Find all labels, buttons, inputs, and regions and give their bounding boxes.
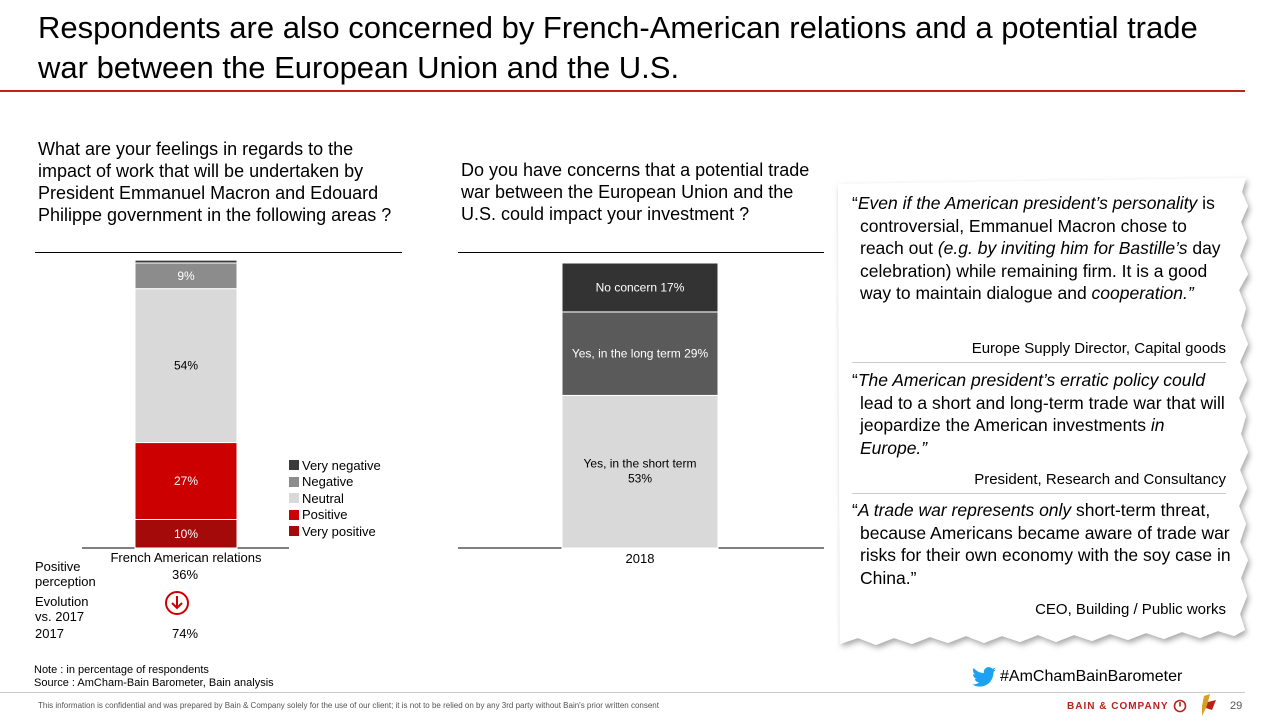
bar-segment-very-positive	[134, 519, 238, 549]
quote-2-text: lead to a short and long-term trade war …	[860, 392, 1225, 436]
quote-divider-2	[852, 493, 1226, 494]
quote-1: “Even if the American president’s person…	[852, 192, 1232, 305]
left-question: What are your feelings in regards to the…	[38, 139, 392, 225]
amcham-logo-icon	[1196, 692, 1222, 723]
bar-segment-yes-in-the-long-term	[561, 311, 719, 396]
source-text: Source : AmCham-Bain Barometer, Bain ana…	[34, 677, 274, 689]
legend-swatch	[289, 509, 299, 520]
evolution-label: Evolution vs. 2017	[35, 594, 89, 624]
hashtag[interactable]: #AmChamBainBarometer	[1000, 668, 1183, 685]
quotes-panel	[838, 178, 1253, 648]
legend-swatch	[289, 526, 299, 537]
quote-3: “A trade war represents only short-term …	[852, 499, 1232, 589]
quote-1-italic-3: cooperation.”	[1091, 283, 1194, 303]
year-2017-label: 2017	[35, 626, 64, 641]
page-number: 29	[1230, 700, 1243, 712]
legend-item-positive: Positive	[289, 507, 381, 524]
legend-swatch	[289, 460, 299, 471]
disclaimer: This information is confidential and was…	[38, 701, 659, 710]
page-title: Respondents are also concerned by French…	[38, 10, 1198, 85]
quote-1-open: “	[852, 193, 858, 213]
quote-3-attribution: CEO, Building / Public works	[1035, 601, 1226, 618]
quote-2-italic-2: in Europe.”	[860, 415, 1165, 458]
bar-segment-very-negative	[134, 259, 238, 264]
legend-label: Very negative	[302, 457, 381, 473]
quote-3-italic: A trade war represents only	[857, 500, 1072, 520]
bar-segment-negative	[134, 262, 238, 290]
legend-item-negative: Negative	[289, 474, 381, 491]
quote-1-text-2: day celebration) while remaining firm. I…	[860, 238, 1221, 303]
bar-label-neutral: 54%	[174, 359, 198, 373]
bar-label-positive: 27%	[174, 474, 198, 488]
quote-3-text: short-term threat, because Americans bec…	[860, 500, 1231, 588]
quote-2-attribution: President, Research and Consultancy	[974, 471, 1226, 488]
quote-2: “The American president’s erratic policy…	[852, 369, 1232, 459]
legend-label: Neutral	[302, 490, 344, 506]
right-question-rule	[458, 252, 824, 253]
legend-label: Very positive	[302, 523, 376, 539]
legend-swatch	[289, 493, 299, 504]
bain-logo-icon	[1173, 699, 1187, 718]
down-arrow-circle-icon	[164, 590, 190, 621]
left-chart-legend: Very negative Negative Neutral Positive Very…	[289, 457, 381, 540]
legend-item-very-negative: Very negative	[289, 457, 381, 474]
footnote: Note : in percentage of respondents Sour…	[34, 664, 274, 690]
positive-perception-value: 36%	[171, 567, 199, 582]
bar-label-yes-in-the-short-term-line-1: Yes, in the short term	[584, 456, 697, 470]
year-2017-value: 74%	[171, 626, 199, 641]
bar-label-no-concern: No concern 17%	[596, 280, 685, 294]
right-chart-category-label: 2018	[626, 551, 655, 566]
quote-3-open: “	[852, 500, 858, 520]
quote-1-italic-2: (e.g. by inviting him for Bastille’s	[937, 238, 1188, 258]
quote-2-open: “	[852, 370, 858, 390]
legend-swatch	[289, 476, 299, 487]
twitter-bird-icon[interactable]	[972, 667, 996, 692]
bar-segment-no-concern	[561, 262, 719, 313]
bar-label-very-positive: 10%	[174, 527, 198, 541]
quote-1-italic: Even if the American president’s persona…	[857, 193, 1198, 213]
left-question-rule	[35, 252, 402, 253]
bar-segment-neutral	[134, 288, 238, 444]
legend-item-neutral: Neutral	[289, 490, 381, 507]
bar-label-yes-in-the-long-term: Yes, in the long term 29%	[572, 347, 709, 361]
positive-perception-label: Positive perception	[35, 559, 96, 589]
legend-label: Positive	[302, 507, 348, 523]
legend-label: Negative	[302, 474, 354, 490]
bar-label-yes-in-the-short-term-line-2: 53%	[628, 471, 652, 485]
right-question: Do you have concerns that a potential tr…	[461, 160, 810, 224]
title-divider	[0, 90, 1245, 92]
quote-2-italic: The American president’s erratic policy …	[857, 370, 1206, 390]
left-chart-category-label: French American relations	[110, 550, 262, 565]
note-text: Note : in percentage of respondents	[34, 664, 209, 676]
footer-divider	[0, 692, 1245, 693]
quote-1-text: is controversial, Emmanuel Macron chose …	[860, 193, 1215, 258]
brand-logo-text: BAIN & COMPANY	[1067, 701, 1169, 712]
quote-1-attribution: Europe Supply Director, Capital goods	[971, 340, 1226, 357]
bar-segment-positive	[134, 442, 238, 520]
bar-label-negative: 9%	[177, 269, 195, 283]
legend-item-very-positive: Very positive	[289, 523, 381, 540]
quote-divider-1	[852, 362, 1226, 363]
bar-segment-yes-in-the-short-term	[561, 394, 719, 549]
